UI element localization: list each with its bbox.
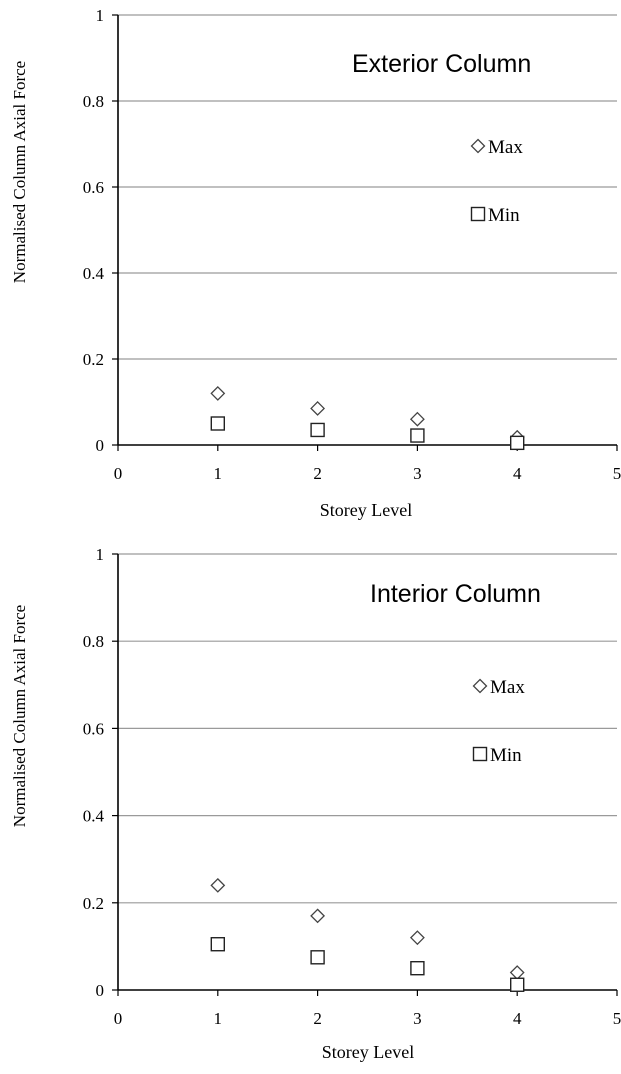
min-point xyxy=(310,950,325,965)
legend-max-marker xyxy=(470,138,486,154)
exterior-column-chart: 0 0.2 0.4 0.6 0.8 1 0 1 2 3 4 5 Max Min Exterior Col… xyxy=(10,6,621,520)
x-tick-label: 0 xyxy=(114,1009,123,1028)
y-tick-label: 0.2 xyxy=(83,350,104,369)
legend-max-marker xyxy=(472,678,488,694)
y-tick-label: 0.4 xyxy=(83,264,105,283)
max-point xyxy=(409,411,425,427)
interior-column-chart: 0 0.2 0.4 0.6 0.8 1 0 1 2 3 4 5 Max Min Interior Col… xyxy=(10,545,621,1062)
min-point xyxy=(310,422,325,438)
x-tick-label: 1 xyxy=(214,1009,223,1028)
x-tick-label: 1 xyxy=(214,464,223,483)
x-tick-label: 3 xyxy=(413,1009,422,1028)
legend-max-label: Max xyxy=(490,677,525,698)
min-point xyxy=(410,428,425,443)
min-point xyxy=(410,961,425,976)
y-tick-label: 1 xyxy=(96,6,105,25)
min-point xyxy=(510,977,525,992)
max-point xyxy=(210,877,226,893)
x-tick-label: 2 xyxy=(313,1009,322,1028)
x-axis-label: Storey Level xyxy=(322,1042,414,1062)
x-tick-label: 5 xyxy=(613,464,621,483)
max-point xyxy=(409,930,425,946)
y-tick-label: 0.8 xyxy=(83,632,104,651)
y-axis-label: Normalised Column Axial Force xyxy=(10,61,29,283)
x-tick-label: 5 xyxy=(613,1009,621,1028)
y-tick-label: 0 xyxy=(96,436,105,455)
y-tick-label: 1 xyxy=(96,545,105,564)
legend-min-marker xyxy=(472,746,488,762)
y-axis-label: Normalised Column Axial Force xyxy=(10,605,29,827)
y-tick-label: 0.6 xyxy=(83,178,104,197)
y-tick-label: 0.8 xyxy=(83,92,104,111)
max-point xyxy=(509,965,525,980)
y-tick-label: 0.4 xyxy=(83,807,105,826)
legend-min-label: Min xyxy=(490,745,522,766)
legend-max-label: Max xyxy=(488,137,523,158)
chart-title: Exterior Column xyxy=(352,50,531,78)
x-tick-label: 3 xyxy=(413,464,422,483)
y-tick-label: 0 xyxy=(96,981,105,1000)
max-point xyxy=(210,385,226,401)
y-tick-label: 0.6 xyxy=(83,719,104,738)
min-point xyxy=(210,937,226,952)
x-tick-label: 4 xyxy=(513,464,522,483)
x-tick-label: 2 xyxy=(313,464,322,483)
chart-title: Interior Column xyxy=(370,580,541,608)
min-point xyxy=(510,435,525,451)
legend-min-marker xyxy=(470,206,486,222)
legend-min-label: Min xyxy=(488,205,520,226)
x-axis-label: Storey Level xyxy=(320,500,412,520)
max-point xyxy=(310,908,326,924)
x-tick-label: 4 xyxy=(513,1009,522,1028)
y-tick-label: 0.2 xyxy=(83,894,104,913)
max-point xyxy=(310,401,326,416)
min-point xyxy=(210,416,226,431)
x-tick-label: 0 xyxy=(114,464,123,483)
